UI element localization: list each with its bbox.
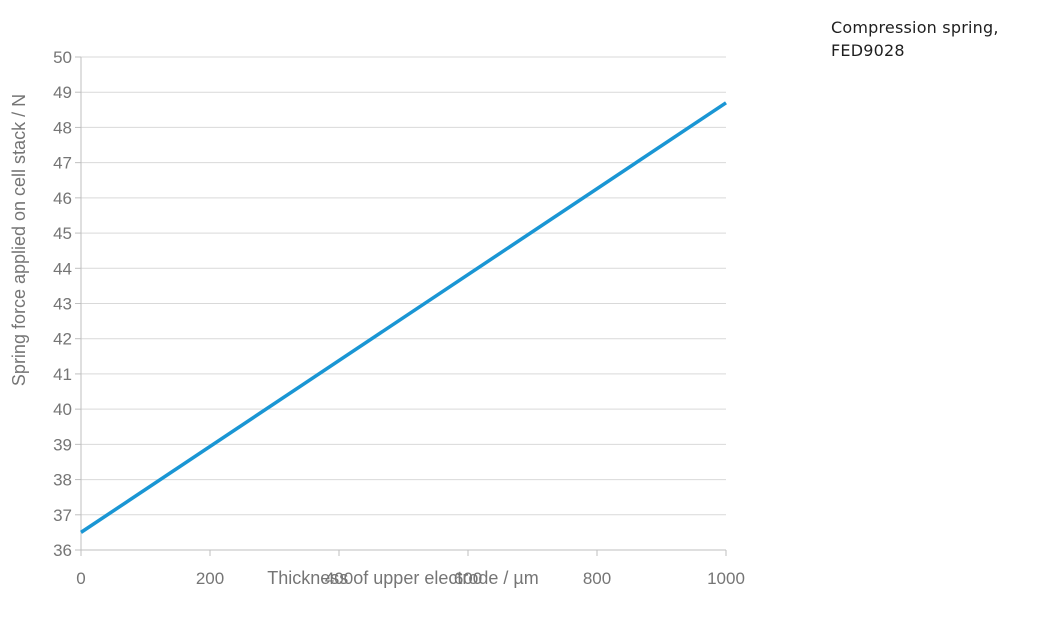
series-lines [80,101,727,534]
y-tick-label: 44 [53,259,72,278]
y-tick-label: 38 [53,471,72,490]
x-tick-labels: 0 200 400 600 800 1000 [76,569,745,588]
series-line [80,101,727,534]
x-tick-label: 800 [583,569,611,588]
y-tick-label: 39 [53,435,72,454]
x-tick-label: 400 [325,569,353,588]
y-tick-label: 36 [53,541,72,560]
y-axis-title: Spring force applied on cell stack / N [9,94,29,386]
y-tick-label: 46 [53,189,72,208]
y-tick-label: 47 [53,154,72,173]
x-tick-label: 1000 [707,569,745,588]
y-tick-label: 42 [53,330,72,349]
y-tick-label: 41 [53,365,72,384]
y-tick-label: 49 [53,83,72,102]
y-tick-label: 43 [53,295,72,314]
y-tick-label: 40 [53,400,72,419]
axes [75,56,727,556]
x-tick-label: 0 [76,569,85,588]
y-tick-label: 48 [53,118,72,137]
x-tick-label: 200 [196,569,224,588]
legend-entry: Compression spring, FED9028 [831,18,999,60]
y-tick-label: 37 [53,506,72,525]
x-axis-title: Thickness of upper electrode / µm [267,568,539,588]
y-tick-labels: 36 37 38 39 40 41 42 43 44 45 46 47 48 49 50 [53,48,72,560]
y-tick-label: 45 [53,224,72,243]
grid-lines [81,56,726,516]
x-tick-label: 600 [454,569,482,588]
y-tick-label: 50 [53,48,72,67]
